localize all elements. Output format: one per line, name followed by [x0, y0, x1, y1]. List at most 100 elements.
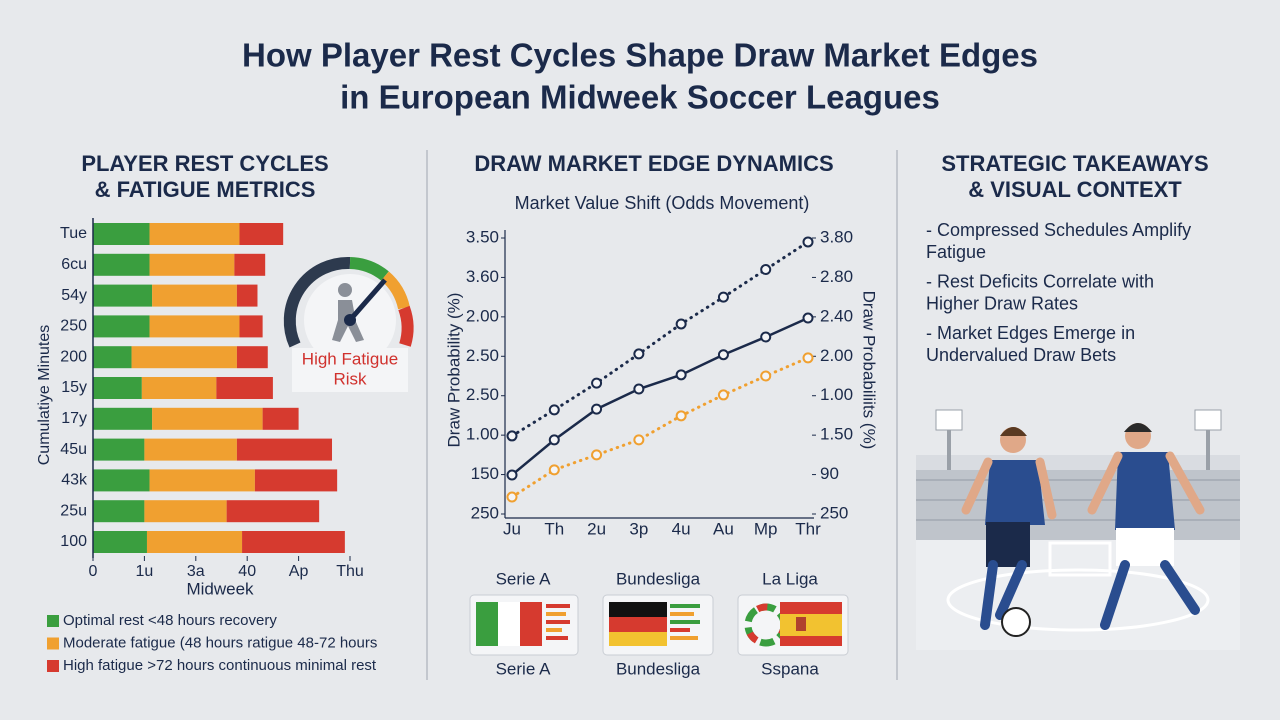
y2-tick-label: 2.00	[820, 346, 853, 365]
bar-segment	[242, 531, 345, 553]
x-tick-label: Thu	[336, 563, 364, 580]
legend-swatch	[47, 660, 59, 672]
bar-segment	[149, 315, 240, 338]
series-marker	[802, 236, 814, 248]
series-marker	[548, 464, 560, 476]
takeaway-text: - Rest Deficits Correlate with	[926, 271, 1154, 291]
x-tick-label: Mp	[754, 519, 778, 538]
bar-segment	[93, 377, 142, 399]
bar-segment	[93, 438, 145, 461]
league-label: Bundesliga	[616, 659, 701, 678]
y2-axis-label: Draw Probabiliits (%)	[860, 291, 879, 450]
y-axis-label: Draw Probability (%)	[444, 293, 463, 448]
bar-segment	[93, 284, 153, 307]
y-tick-label: 1.00	[466, 425, 499, 444]
bar-segment	[239, 315, 263, 338]
y-tick-label: 15y	[61, 379, 87, 396]
chart-subtitle: Market Value Shift (Odds Movement)	[515, 193, 810, 213]
bar-segment	[152, 407, 263, 430]
x-tick-label: 40	[238, 563, 256, 580]
series-marker	[548, 434, 560, 446]
y-tick-label: 200	[60, 348, 87, 365]
series-marker	[548, 404, 560, 416]
takeaway-text: - Market Edges Emerge in	[926, 323, 1135, 343]
bar-segment	[93, 531, 147, 553]
y-tick-label: 150	[471, 464, 499, 483]
y-tick-label: Tue	[60, 225, 87, 242]
league-flags	[469, 594, 849, 656]
legend-label: Optimal rest <48 hours recovery	[63, 612, 277, 629]
series-marker	[717, 291, 729, 303]
bar-segment	[93, 407, 153, 430]
y2-tick-label: 2.40	[820, 306, 853, 325]
bar-segment	[93, 253, 150, 276]
y-tick-label: 6cu	[61, 256, 87, 273]
bar-segment	[236, 284, 258, 307]
series-marker	[760, 331, 772, 343]
series-marker	[506, 491, 518, 503]
series-marker	[717, 389, 729, 401]
takeaway-text: Higher Draw Rates	[926, 293, 1078, 313]
legend-swatch	[47, 615, 59, 627]
gauge-label: Risk	[333, 369, 367, 388]
series-line	[510, 240, 810, 438]
y2-tick-label: 1.50	[820, 425, 853, 444]
bar-segment	[149, 253, 235, 276]
y-tick-label: 100	[60, 533, 87, 550]
x-tick-label: Ju	[503, 519, 521, 538]
stadium-illustration	[916, 409, 1240, 650]
bar-segment	[144, 500, 227, 523]
series-line	[510, 316, 810, 477]
bar-segment	[93, 315, 150, 338]
bar-segment	[236, 438, 333, 461]
takeaway-text: - Compressed Schedules Amplify	[926, 220, 1191, 240]
series-marker	[717, 349, 729, 361]
x-axis-label: Midweek	[186, 579, 254, 598]
bar-segment	[144, 438, 237, 461]
league-label: Bundesliga	[616, 569, 701, 588]
section-title: PLAYER REST CYCLES	[81, 151, 328, 176]
bar-segment	[236, 346, 268, 369]
bar-segment	[131, 346, 237, 369]
series-marker	[760, 264, 772, 276]
series-marker	[633, 348, 645, 360]
section-title: & FATIGUE METRICS	[95, 177, 316, 202]
series-marker	[802, 352, 814, 364]
y2-tick-label: 250	[820, 503, 848, 522]
y-tick-label: 2.00	[466, 306, 499, 325]
bar-segment	[93, 346, 132, 369]
section-title: STRATEGIC TAKEAWAYS	[941, 151, 1208, 176]
y2-tick-label: 90	[820, 464, 839, 483]
bar-segment	[93, 500, 145, 523]
series-marker	[760, 370, 772, 382]
series-marker	[591, 449, 603, 461]
bar-segment	[149, 469, 255, 492]
league-label: Serie A	[496, 569, 551, 588]
takeaway-text: Undervalued Draw Bets	[926, 345, 1116, 365]
series-marker	[675, 410, 687, 422]
series-marker	[675, 318, 687, 330]
y-tick-label: 250	[471, 503, 499, 522]
y2-tick-label: 2.80	[820, 267, 853, 286]
series-marker	[675, 369, 687, 381]
bar-segment	[149, 223, 240, 245]
y-tick-label: 54y	[61, 287, 87, 304]
series-marker	[591, 403, 603, 415]
y-tick-label: 250	[60, 318, 87, 335]
x-tick-label: Thr	[795, 519, 821, 538]
y-tick-label: 25u	[60, 502, 87, 519]
y-tick-label: 17y	[61, 410, 87, 427]
series-marker	[506, 430, 518, 442]
x-tick-label: Ap	[289, 563, 309, 580]
bar-segment	[141, 377, 217, 399]
bar-segment	[216, 377, 273, 399]
x-tick-label: 1u	[136, 563, 154, 580]
legend-label: Moderate fatigue (48 hours ratigue 48-72…	[63, 634, 377, 651]
x-tick-label: Au	[713, 519, 734, 538]
bar-segment	[146, 531, 243, 553]
series-marker	[633, 434, 645, 446]
series-marker	[633, 383, 645, 395]
x-tick-label: 3p	[629, 519, 648, 538]
bar-segment	[254, 469, 338, 492]
